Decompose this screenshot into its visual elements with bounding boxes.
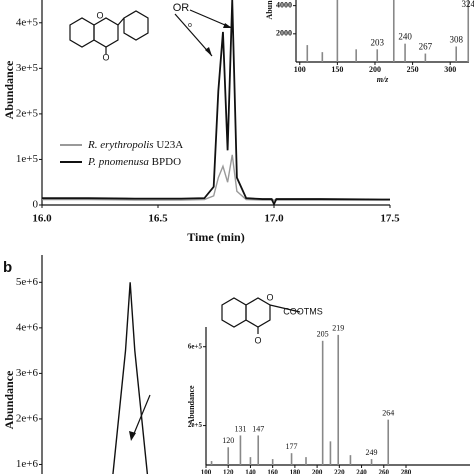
y-tick-label: 1e+6: [16, 458, 39, 470]
x-tick-label: 160: [267, 469, 278, 474]
x-tick-label: 300: [444, 65, 456, 74]
y-tick-label: 2000: [276, 29, 292, 38]
x-tick-label: 240: [356, 469, 367, 474]
structure-top: [69, 9, 233, 57]
y-tick-label: 6e+5: [188, 342, 203, 350]
peak-label: 324: [461, 0, 474, 9]
structure-bottom: [132, 297, 301, 437]
x-axis-label: m/z: [377, 75, 389, 84]
y-axis-label: Abundance: [187, 385, 196, 425]
peak-label: 205: [317, 330, 329, 339]
arrow-head: [129, 431, 136, 441]
annotation: O: [102, 52, 109, 62]
peak-label: 177: [286, 442, 298, 451]
peak-label: 240: [398, 32, 412, 42]
y-tick-label: 2e+5: [16, 107, 39, 119]
x-tick-label: 16.0: [32, 213, 52, 225]
legend-name: R. erythropolis: [87, 139, 156, 151]
x-tick-label: 200: [312, 469, 323, 474]
x-tick-label: 17.0: [264, 213, 284, 225]
x-tick-label: 100: [201, 469, 212, 474]
y-axis-label: Abun: [265, 0, 274, 20]
annotation: O: [96, 10, 103, 20]
x-tick-label: 180: [290, 469, 301, 474]
x-tick-label: 250: [407, 65, 419, 74]
arrow-head: [205, 47, 212, 56]
y-tick-label: 5e+6: [16, 276, 39, 288]
series-line: [42, 154, 390, 201]
y-tick-label: 3e+6: [16, 367, 39, 379]
peak-label: 131: [234, 424, 246, 433]
y-tick-label: 4e+6: [16, 321, 39, 333]
panel-label: b: [3, 259, 12, 276]
x-tick-label: 260: [379, 469, 390, 474]
peak-label: 203: [370, 37, 384, 47]
y-tick-label: 4e+5: [16, 16, 39, 28]
x-tick-label: 220: [334, 469, 345, 474]
peak-label: 147: [252, 424, 264, 433]
x-tick-label: 120: [223, 469, 234, 474]
plot-area: [112, 282, 149, 474]
y-axis-label: Abundance: [2, 370, 16, 429]
legend-name: P. pnomenusa: [87, 156, 152, 168]
legend-label: R. erythropolis U23A: [87, 139, 183, 151]
y-tick-label: 1e+5: [16, 153, 39, 165]
y-axis-label: Abundance: [2, 60, 16, 119]
legend-strain: U23A: [156, 139, 183, 151]
x-tick-label: 17.5: [380, 213, 400, 225]
annotation: O: [266, 292, 273, 302]
y-tick-label: 4000: [276, 0, 292, 9]
x-tick-label: 150: [331, 65, 343, 74]
series-line: [42, 0, 390, 205]
y-tick-label: 0: [33, 199, 39, 211]
x-tick-label: 100: [294, 65, 306, 74]
inset-frame: [288, 0, 474, 85]
x-tick-label: 280: [401, 469, 412, 474]
arrow-head: [223, 23, 232, 28]
x-tick-label: 200: [369, 65, 381, 74]
y-tick-label: 3e+5: [16, 62, 39, 74]
x-axis-label: Time (min): [187, 230, 244, 244]
peak-label: 249: [366, 448, 378, 457]
peak-label: 267: [419, 42, 433, 52]
peak-label: 264: [382, 408, 394, 417]
peak-label: 219: [332, 324, 344, 333]
y-tick-label: 2e+5: [188, 421, 203, 429]
peak-label: 120: [222, 436, 234, 445]
annotation: O: [254, 335, 261, 345]
annotation: COOTMS: [283, 306, 323, 316]
legend-label: P. pnomenusa BPDO: [87, 156, 181, 168]
x-tick-label: 16.5: [148, 213, 168, 225]
plot-area: [42, 0, 390, 205]
y-tick-label: 2e+6: [16, 412, 39, 424]
peak-label: 308: [449, 35, 463, 45]
series-line: [112, 282, 149, 474]
annotation: OR: [173, 2, 190, 14]
legend-strain: BPDO: [152, 156, 181, 168]
x-tick-label: 140: [245, 469, 256, 474]
annotation: o: [188, 22, 192, 29]
